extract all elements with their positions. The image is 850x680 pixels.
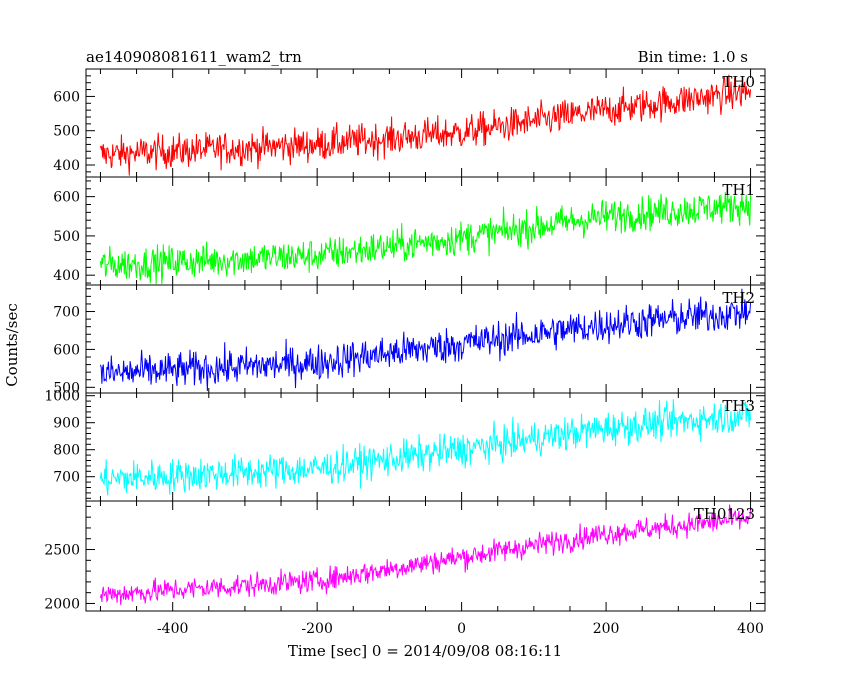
x-tick-label: 0 [457, 621, 466, 637]
y-tick-label-th0123: 2500 [44, 543, 80, 559]
y-tick-label-th2: 600 [53, 342, 80, 358]
panel-th2: 500 600 700 TH2 [53, 284, 766, 396]
series-label-th0: TH0 [722, 73, 755, 91]
y-tick-label-th3: 800 [53, 443, 80, 459]
y-tick-label-th1: 500 [53, 229, 80, 245]
panels-group: 400 500 600 TH0 400 500 600 TH1 500 600 700 TH2 700 8… [44, 68, 766, 637]
y-tick-label-th2: 500 [53, 380, 80, 396]
series-line-th0 [99, 74, 752, 176]
y-tick-label-th0: 600 [53, 89, 80, 105]
y-tick-label-th0: 500 [53, 124, 80, 140]
x-axis-label: Time [sec] 0 = 2014/09/08 08:16:11 [288, 642, 562, 660]
panel-th0123: 2000 2500 TH0123 [44, 500, 766, 612]
series-line-th1 [99, 190, 752, 285]
x-tick-label: 400 [737, 621, 764, 637]
series-label-th0123: TH0123 [694, 505, 755, 523]
panel-th0: 400 500 600 TH0 [53, 68, 766, 178]
series-label-th1: TH1 [722, 181, 755, 199]
chart-title-left: ae140908081611_wam2_trn [86, 48, 302, 66]
y-tick-label-th3: 1000 [44, 389, 80, 405]
panel-th3: 700 800 900 1000 TH3 [44, 389, 766, 502]
y-tick-label-th0: 400 [53, 158, 80, 174]
y-tick-label-th3: 700 [53, 470, 80, 486]
series-label-th3: TH3 [722, 397, 755, 415]
y-tick-label-th1: 600 [53, 190, 80, 206]
panel-th1: 400 500 600 TH1 [53, 176, 766, 286]
series-line-th0123 [99, 504, 752, 605]
y-tick-label-th3: 900 [53, 416, 80, 432]
series-label-th2: TH2 [722, 289, 755, 307]
x-tick-label: -200 [301, 621, 332, 637]
x-tick-label: -400 [157, 621, 188, 637]
series-line-th3 [99, 399, 752, 496]
x-tick-label: 200 [593, 621, 620, 637]
series-line-th2 [99, 288, 752, 392]
panel-frame [85, 500, 766, 612]
panel-frame [85, 284, 766, 394]
y-tick-label-th0123: 2000 [44, 596, 80, 612]
y-tick-label-th2: 700 [53, 305, 80, 321]
y-axis-label: Counts/sec [3, 303, 21, 387]
panel-frame [85, 392, 766, 502]
chart-title-right: Bin time: 1.0 s [638, 48, 748, 66]
y-tick-label-th1: 400 [53, 268, 80, 284]
